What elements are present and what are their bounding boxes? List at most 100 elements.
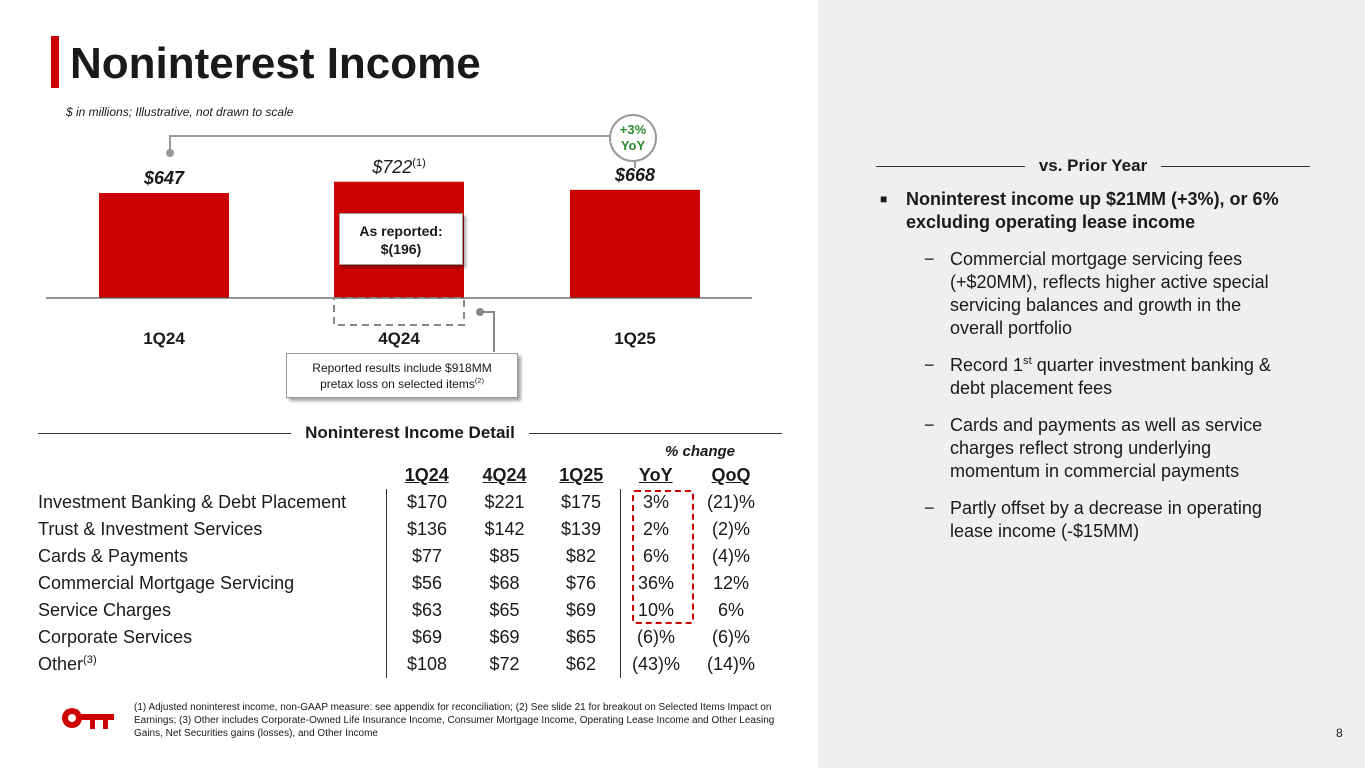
table-cell: $69 (386, 624, 467, 651)
reported-callout-label: As reported: (359, 223, 443, 239)
category-label-4Q24: 4Q24 (378, 329, 420, 348)
row-label: Trust & Investment Services (34, 516, 387, 543)
reported-note-sup: (2) (474, 376, 484, 385)
table-row: Corporate Services $69 $69 $65 (6)% (6)% (34, 624, 771, 651)
heading-rule-left (38, 432, 292, 434)
reported-note-callout: Reported results include $918MM pretax l… (286, 353, 518, 398)
table-row: Cards & Payments $77 $85 $82 6% (4)% (34, 543, 771, 570)
dash-icon: − (924, 355, 935, 375)
row-label: Commercial Mortgage Servicing (34, 570, 387, 597)
table-cell: (14)% (706, 654, 755, 674)
table-cell: $85 (489, 546, 520, 566)
table-row: Trust & Investment Services $136 $142 $139 2… (34, 516, 771, 543)
table-cell: 10% (620, 597, 691, 624)
col-header: QoQ (711, 465, 751, 485)
table-cell: $56 (386, 570, 467, 597)
page-number: 8 (1336, 726, 1343, 740)
yoy-badge-value: +3% (619, 122, 647, 137)
table-cell: $108 (386, 651, 467, 678)
sub-bullet: − Partly offset by a decrease in operati… (880, 497, 1295, 543)
sub-bullet-text-pre: Record 1 (950, 355, 1024, 375)
heading-rule-right (528, 432, 782, 434)
table-cell: $139 (560, 519, 602, 539)
table-cell: $142 (484, 519, 525, 539)
row-label: Corporate Services (34, 624, 387, 651)
detail-header-row: 1Q24 4Q24 1Q25 YoY QoQ (34, 462, 771, 489)
table-cell: $170 (386, 489, 467, 516)
table-cell: $62 (565, 654, 597, 674)
table-cell: (21)% (706, 492, 755, 512)
yoy-connector-left (169, 135, 609, 152)
table-cell: $69 (489, 627, 520, 647)
row-label-text: Investment Banking & Debt Placement (38, 492, 347, 512)
col-header: 1Q25 (559, 465, 604, 485)
row-label: Service Charges (34, 597, 387, 624)
table-cell: 6% (717, 600, 744, 620)
reported-negative-outline (333, 297, 465, 326)
value-label-1Q24: $647 (143, 168, 185, 188)
table-cell: (6)% (620, 624, 691, 651)
table-cell: $65 (565, 627, 597, 647)
page-title: Noninterest Income (70, 39, 481, 88)
table-cell: $221 (484, 492, 525, 512)
table-cell: $68 (489, 573, 520, 593)
table-cell: 3% (620, 489, 691, 516)
bar-1Q25 (570, 189, 700, 298)
table-row: Other(3) $108 $72 $62 (43)% (14)% (34, 651, 771, 678)
detail-header-blank (34, 462, 387, 489)
table-row: Investment Banking & Debt Placement $170 $… (34, 489, 771, 516)
yoy-badge-label: YoY (620, 138, 646, 153)
yoy-highlight-box (632, 490, 694, 624)
sub-bullet: − Cards and payments as well as service … (880, 414, 1295, 483)
detail-heading-label: Noninterest Income Detail (305, 423, 515, 442)
dash-icon: − (924, 249, 935, 269)
dash-icon: − (924, 498, 935, 518)
dash-icon: − (924, 415, 935, 435)
table-cell: $175 (560, 492, 602, 512)
sub-bullet-text-post: quarter investment banking & debt placem… (950, 355, 1271, 398)
title-accent-bar (51, 36, 59, 88)
row-label: Cards & Payments (34, 543, 387, 570)
heading-rule-left (876, 165, 1025, 167)
table-cell: $69 (565, 600, 597, 620)
value-label-4Q24: $722(1) (371, 157, 426, 177)
reported-callout-value: $(196) (380, 241, 422, 257)
row-label-sup: (3) (83, 654, 97, 666)
reported-callout: As reported: $(196) (339, 213, 463, 265)
prior-year-heading: vs. Prior Year (876, 156, 1310, 176)
sub-bullet: − Record 1st quarter investment banking … (880, 354, 1295, 400)
col-header: 4Q24 (482, 465, 527, 485)
chart-subtitle: $ in millions; Illustrative, not drawn t… (66, 105, 294, 119)
sub-bullet-text: Commercial mortgage servicing fees (+$20… (950, 249, 1269, 338)
prior-year-bullets: ■ Noninterest income up $21MM (+3%), or … (880, 188, 1310, 557)
reported-note-line2: pretax loss on selected items (320, 377, 475, 391)
sub-bullet-sup: st (1023, 355, 1032, 367)
table-cell: (43)% (620, 651, 691, 678)
value-label-1Q25: $668 (614, 165, 655, 185)
row-label-text: Corporate Services (38, 627, 193, 647)
note-connector (480, 311, 495, 352)
reported-note-line2-wrap: pretax loss on selected items(2) (287, 376, 517, 392)
row-label-text: Other (38, 654, 84, 674)
table-cell: $76 (565, 573, 597, 593)
row-label: Other(3) (34, 651, 387, 678)
main-bullet-text: Noninterest income up $21MM (+3%), or 6%… (906, 189, 1279, 232)
square-bullet-icon: ■ (880, 192, 888, 206)
row-label-text: Commercial Mortgage Servicing (38, 573, 295, 593)
yoy-connector-dot (166, 149, 174, 157)
category-label-1Q25: 1Q25 (614, 329, 656, 348)
category-label-1Q24: 1Q24 (143, 329, 185, 348)
detail-table: 1Q24 4Q24 1Q25 YoY QoQ Investment Bankin… (34, 462, 771, 678)
heading-rule-right (1161, 165, 1310, 167)
detail-heading: Noninterest Income Detail (38, 423, 782, 443)
table-cell: (6)% (711, 627, 750, 647)
row-label-text: Cards & Payments (38, 546, 189, 566)
table-cell: $72 (489, 654, 520, 674)
table-cell: 2% (620, 516, 691, 543)
reported-note-line1: Reported results include $918MM (312, 361, 492, 375)
note-connector-dot (476, 308, 484, 316)
table-cell: $63 (386, 597, 467, 624)
table-cell: $77 (386, 543, 467, 570)
row-label-text: Trust & Investment Services (38, 519, 263, 539)
prior-year-heading-label: vs. Prior Year (1038, 156, 1148, 175)
